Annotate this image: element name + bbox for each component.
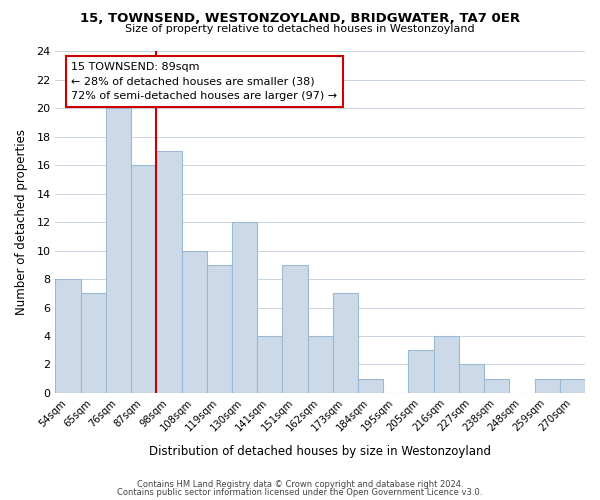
- Bar: [106, 108, 131, 393]
- Bar: [182, 250, 207, 393]
- Bar: [308, 336, 333, 393]
- Text: Size of property relative to detached houses in Westonzoyland: Size of property relative to detached ho…: [125, 24, 475, 34]
- Bar: [55, 279, 80, 393]
- Bar: [80, 294, 106, 393]
- Bar: [232, 222, 257, 393]
- Text: 15 TOWNSEND: 89sqm
← 28% of detached houses are smaller (38)
72% of semi-detache: 15 TOWNSEND: 89sqm ← 28% of detached hou…: [71, 62, 337, 102]
- X-axis label: Distribution of detached houses by size in Westonzoyland: Distribution of detached houses by size …: [149, 444, 491, 458]
- Text: 15, TOWNSEND, WESTONZOYLAND, BRIDGWATER, TA7 0ER: 15, TOWNSEND, WESTONZOYLAND, BRIDGWATER,…: [80, 12, 520, 26]
- Bar: [333, 294, 358, 393]
- Bar: [484, 378, 509, 393]
- Bar: [560, 378, 585, 393]
- Bar: [157, 151, 182, 393]
- Bar: [409, 350, 434, 393]
- Bar: [459, 364, 484, 393]
- Bar: [257, 336, 283, 393]
- Bar: [207, 265, 232, 393]
- Text: Contains public sector information licensed under the Open Government Licence v3: Contains public sector information licen…: [118, 488, 482, 497]
- Bar: [535, 378, 560, 393]
- Bar: [434, 336, 459, 393]
- Bar: [358, 378, 383, 393]
- Y-axis label: Number of detached properties: Number of detached properties: [15, 129, 28, 315]
- Bar: [283, 265, 308, 393]
- Text: Contains HM Land Registry data © Crown copyright and database right 2024.: Contains HM Land Registry data © Crown c…: [137, 480, 463, 489]
- Bar: [131, 166, 157, 393]
